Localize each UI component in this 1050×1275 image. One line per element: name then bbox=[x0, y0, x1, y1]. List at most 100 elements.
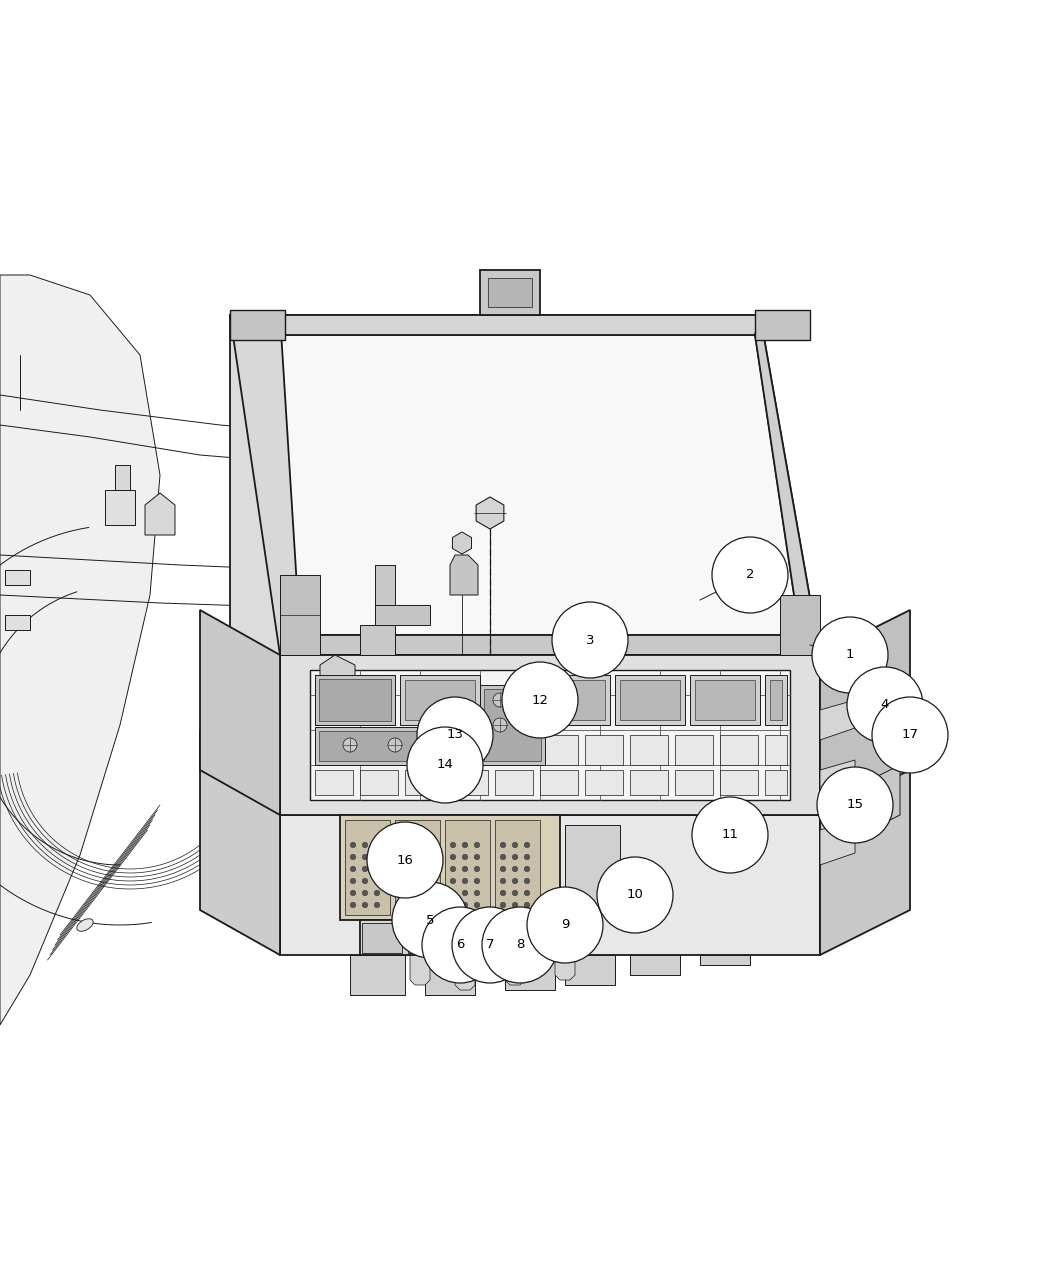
Circle shape bbox=[407, 727, 483, 803]
Polygon shape bbox=[820, 820, 855, 864]
Polygon shape bbox=[765, 734, 788, 765]
Polygon shape bbox=[550, 674, 610, 725]
Circle shape bbox=[524, 890, 530, 896]
Polygon shape bbox=[495, 770, 533, 796]
Circle shape bbox=[450, 843, 456, 848]
Polygon shape bbox=[630, 770, 668, 796]
Circle shape bbox=[362, 866, 368, 872]
Circle shape bbox=[362, 843, 368, 848]
Text: 11: 11 bbox=[721, 829, 738, 842]
Circle shape bbox=[692, 797, 768, 873]
Circle shape bbox=[527, 887, 603, 963]
Polygon shape bbox=[350, 955, 405, 994]
Circle shape bbox=[413, 843, 418, 848]
Text: 17: 17 bbox=[902, 728, 919, 742]
Polygon shape bbox=[565, 955, 615, 986]
Circle shape bbox=[500, 854, 506, 859]
Polygon shape bbox=[5, 570, 30, 585]
Polygon shape bbox=[755, 310, 810, 340]
Polygon shape bbox=[480, 270, 540, 315]
Circle shape bbox=[400, 843, 405, 848]
Polygon shape bbox=[675, 734, 713, 765]
Circle shape bbox=[374, 903, 380, 908]
Polygon shape bbox=[375, 606, 430, 625]
Polygon shape bbox=[230, 315, 820, 655]
Polygon shape bbox=[280, 635, 820, 655]
Polygon shape bbox=[780, 595, 820, 655]
Polygon shape bbox=[505, 955, 525, 986]
Polygon shape bbox=[360, 921, 550, 955]
Polygon shape bbox=[505, 955, 555, 989]
Circle shape bbox=[374, 843, 380, 848]
Polygon shape bbox=[400, 674, 480, 725]
Polygon shape bbox=[820, 700, 855, 739]
Text: 16: 16 bbox=[397, 853, 414, 867]
Circle shape bbox=[452, 907, 528, 983]
Circle shape bbox=[475, 890, 480, 896]
Circle shape bbox=[400, 890, 405, 896]
Circle shape bbox=[424, 866, 429, 872]
Circle shape bbox=[475, 878, 480, 884]
Circle shape bbox=[351, 866, 356, 872]
Polygon shape bbox=[320, 655, 355, 715]
Polygon shape bbox=[484, 688, 541, 761]
Circle shape bbox=[500, 843, 506, 848]
Polygon shape bbox=[230, 310, 285, 340]
Polygon shape bbox=[410, 955, 430, 986]
Circle shape bbox=[462, 854, 468, 859]
Circle shape bbox=[500, 890, 506, 896]
Circle shape bbox=[400, 878, 405, 884]
Circle shape bbox=[362, 878, 368, 884]
Text: 7: 7 bbox=[486, 938, 495, 951]
Polygon shape bbox=[145, 493, 175, 536]
Polygon shape bbox=[565, 825, 620, 910]
Polygon shape bbox=[450, 770, 488, 796]
Circle shape bbox=[424, 878, 429, 884]
Circle shape bbox=[450, 890, 456, 896]
Polygon shape bbox=[200, 731, 280, 955]
Circle shape bbox=[847, 667, 923, 743]
Circle shape bbox=[374, 854, 380, 859]
Text: 9: 9 bbox=[561, 918, 569, 932]
Polygon shape bbox=[315, 674, 395, 725]
Circle shape bbox=[351, 878, 356, 884]
Polygon shape bbox=[5, 615, 30, 630]
Circle shape bbox=[392, 882, 468, 958]
Polygon shape bbox=[585, 770, 623, 796]
Circle shape bbox=[343, 738, 357, 752]
Polygon shape bbox=[230, 315, 760, 335]
Circle shape bbox=[512, 878, 518, 884]
Text: 14: 14 bbox=[437, 759, 454, 771]
Circle shape bbox=[475, 866, 480, 872]
Polygon shape bbox=[405, 680, 475, 720]
Polygon shape bbox=[455, 923, 495, 952]
Circle shape bbox=[413, 903, 418, 908]
Circle shape bbox=[524, 843, 530, 848]
Circle shape bbox=[462, 866, 468, 872]
Circle shape bbox=[462, 903, 468, 908]
Circle shape bbox=[512, 843, 518, 848]
Circle shape bbox=[388, 738, 402, 752]
Circle shape bbox=[512, 890, 518, 896]
Polygon shape bbox=[0, 275, 160, 1025]
Polygon shape bbox=[555, 950, 575, 980]
Polygon shape bbox=[495, 734, 533, 765]
Polygon shape bbox=[230, 315, 280, 655]
Circle shape bbox=[413, 890, 418, 896]
Text: 12: 12 bbox=[531, 694, 548, 706]
Polygon shape bbox=[315, 770, 353, 796]
Circle shape bbox=[524, 903, 530, 908]
Circle shape bbox=[812, 617, 888, 694]
Circle shape bbox=[512, 854, 518, 859]
Circle shape bbox=[374, 866, 380, 872]
Circle shape bbox=[417, 697, 494, 773]
Polygon shape bbox=[540, 770, 578, 796]
Circle shape bbox=[450, 854, 456, 859]
Text: 13: 13 bbox=[446, 728, 463, 742]
Polygon shape bbox=[690, 674, 760, 725]
Text: 8: 8 bbox=[516, 938, 524, 951]
Circle shape bbox=[500, 903, 506, 908]
Polygon shape bbox=[720, 770, 758, 796]
Text: 1: 1 bbox=[845, 649, 855, 662]
Circle shape bbox=[450, 903, 456, 908]
